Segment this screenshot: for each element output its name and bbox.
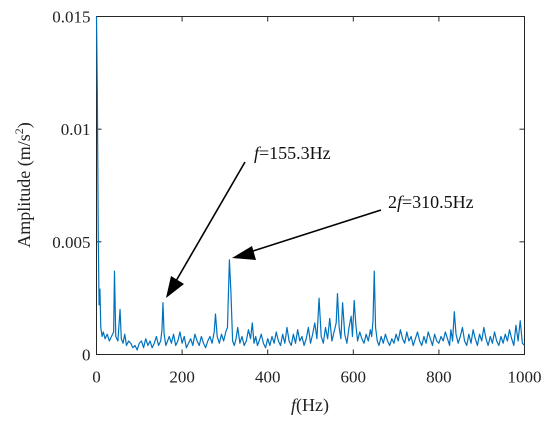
y-tick-label: 0.01	[61, 120, 91, 139]
x-axis-label-italic: f	[291, 395, 299, 415]
x-tick-label: 1000	[508, 368, 542, 387]
axis-ticks	[96, 16, 525, 355]
annotation-f-text: =155.3Hz	[259, 143, 331, 163]
annotation-f-italic: f	[254, 143, 262, 163]
plot-frame	[96, 16, 525, 355]
x-tick-label: 600	[341, 368, 367, 387]
axis-tick-labels: 0 200 400 600 800 1000 0 0.005 0.01 0.015	[52, 8, 541, 387]
y-tick-label: 0.005	[52, 233, 90, 252]
annotation-2f-arrowhead	[232, 246, 256, 260]
y-axis-label-sup: 2	[12, 128, 26, 134]
x-tick-label: 800	[426, 368, 452, 387]
x-tick-label: 0	[92, 368, 101, 387]
y-tick-label: 0.015	[52, 8, 90, 27]
annotation-f-label: f=155.3Hz	[254, 143, 331, 163]
y-axis-label-end: )	[14, 122, 35, 128]
x-axis-label-rest: (Hz)	[296, 395, 329, 416]
annotation-2f-arrow	[249, 209, 382, 253]
x-axis-label: f(Hz)	[291, 395, 329, 416]
annotation-f: f=155.3Hz	[166, 143, 331, 298]
x-tick-label: 200	[169, 368, 195, 387]
annotation-2f-label: 2f=310.5Hz	[388, 192, 474, 212]
y-tick-label: 0	[82, 346, 91, 365]
x-tick-label: 400	[255, 368, 281, 387]
annotation-f-arrowhead	[166, 276, 184, 298]
annotation-2f-text: =310.5Hz	[402, 192, 474, 212]
y-axis-label: Amplitude (m/s2)	[12, 122, 35, 248]
annotation-f-arrow	[175, 161, 246, 282]
annotation-2f-italic: f	[397, 192, 405, 212]
annotation-2f: 2f=310.5Hz	[232, 192, 474, 260]
spectrum-line	[95, 16, 525, 351]
annotation-2f-prefix: 2	[388, 192, 397, 212]
y-axis-label-base: Amplitude (m/s	[14, 134, 35, 248]
